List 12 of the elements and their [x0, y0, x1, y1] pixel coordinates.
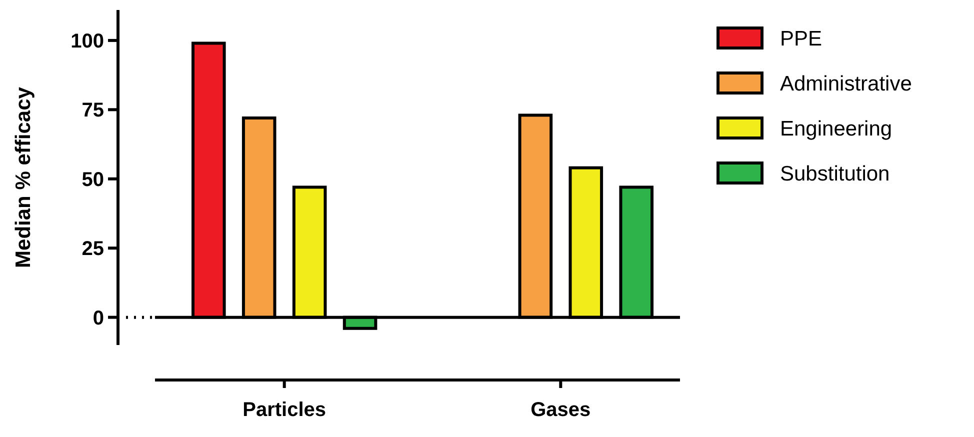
y-tick-label: 100	[70, 30, 104, 52]
y-axis-title: Median % efficacy	[12, 86, 35, 268]
y-tick-label: 0	[92, 307, 104, 330]
y-tick-label: 25	[82, 238, 104, 260]
x-tick-label: Particles	[242, 399, 326, 421]
legend-label: Engineering	[780, 117, 892, 140]
legend-label: Administrative	[780, 72, 912, 96]
x-tick-label: Gases	[530, 399, 591, 421]
y-tick-label: 75	[82, 100, 104, 122]
legend-label: PPE	[780, 27, 822, 50]
legend-label: Substitution	[780, 162, 890, 186]
y-tick-label: 50	[82, 168, 104, 191]
